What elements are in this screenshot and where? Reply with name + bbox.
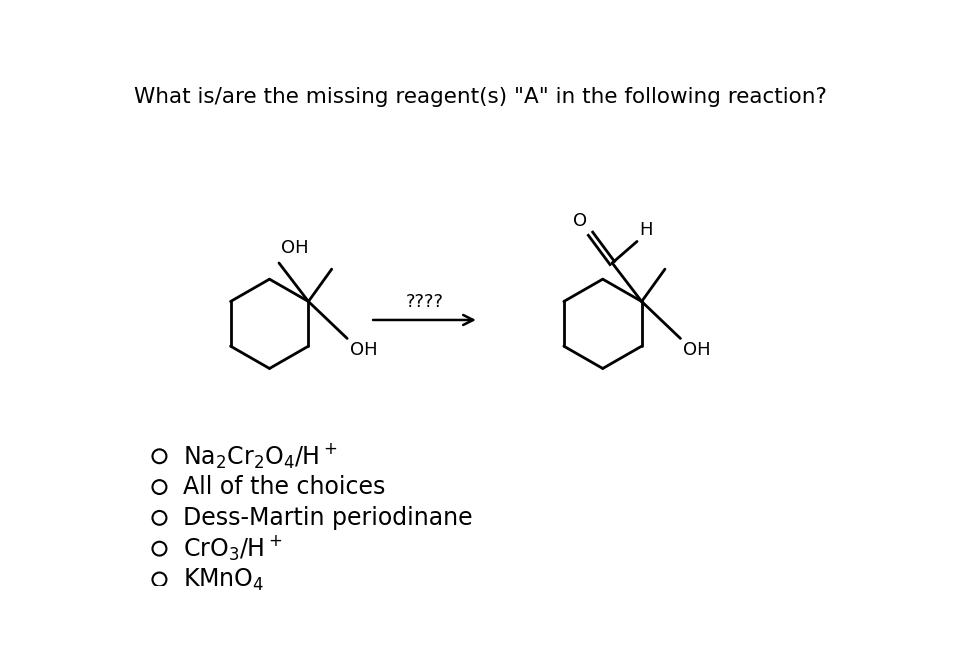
Text: ????: ???? xyxy=(405,293,443,311)
Text: Na$_2$Cr$_2$O$_4$/H$^+$: Na$_2$Cr$_2$O$_4$/H$^+$ xyxy=(183,442,337,471)
Text: OH: OH xyxy=(682,341,709,359)
Text: H: H xyxy=(639,221,653,239)
Text: OH: OH xyxy=(281,239,309,257)
Text: CrO$_3$/H$^+$: CrO$_3$/H$^+$ xyxy=(183,534,281,563)
Text: KMnO$_4$: KMnO$_4$ xyxy=(183,567,264,593)
Text: All of the choices: All of the choices xyxy=(183,475,385,499)
Text: What is/are the missing reagent(s) "A" in the following reaction?: What is/are the missing reagent(s) "A" i… xyxy=(134,87,826,107)
Text: OH: OH xyxy=(349,341,377,359)
Text: O: O xyxy=(572,212,586,230)
Text: Dess-Martin periodinane: Dess-Martin periodinane xyxy=(183,506,472,530)
